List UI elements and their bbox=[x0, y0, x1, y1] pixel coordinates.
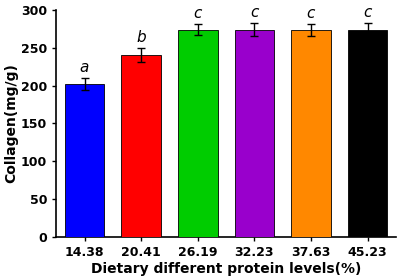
Text: b: b bbox=[136, 31, 146, 45]
Bar bbox=[121, 55, 161, 237]
Bar bbox=[291, 30, 331, 237]
Bar bbox=[178, 29, 218, 237]
Bar bbox=[65, 84, 104, 237]
Bar bbox=[234, 29, 274, 237]
Bar bbox=[348, 29, 387, 237]
Y-axis label: Collagen(mg/g): Collagen(mg/g) bbox=[4, 64, 18, 183]
Text: c: c bbox=[250, 5, 258, 20]
Text: c: c bbox=[194, 6, 202, 21]
Text: a: a bbox=[80, 60, 89, 75]
Text: c: c bbox=[307, 6, 315, 21]
Text: c: c bbox=[363, 5, 372, 20]
X-axis label: Dietary different protein levels(%): Dietary different protein levels(%) bbox=[91, 262, 361, 276]
